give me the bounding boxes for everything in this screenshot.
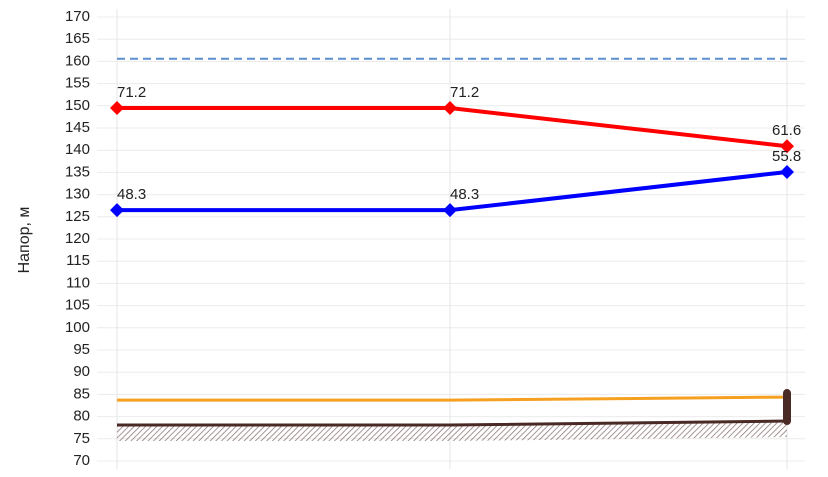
y-tick-label: 150	[65, 97, 90, 114]
y-tick-label: 130	[65, 186, 90, 203]
point-label: 55.8	[772, 148, 801, 165]
y-tick-label: 135	[65, 163, 90, 180]
y-tick-label: 95	[73, 341, 90, 358]
y-tick-label: 80	[73, 408, 90, 425]
series-line	[117, 395, 788, 402]
series-line	[117, 419, 788, 427]
point-marker	[110, 203, 124, 218]
y-tick-label: 155	[65, 75, 90, 92]
y-tick-label: 125	[65, 208, 90, 225]
point-marker	[780, 164, 794, 179]
y-tick-label: 115	[66, 252, 90, 269]
y-tick-label: 140	[65, 141, 90, 158]
point-label: 71.2	[450, 84, 479, 101]
point-marker	[443, 101, 457, 116]
y-tick-label: 110	[66, 274, 90, 291]
y-axis-title: Напор, м	[16, 207, 33, 274]
y-tick-label: 85	[73, 385, 90, 402]
y-tick-label: 160	[65, 52, 90, 69]
point-label: 48.3	[117, 186, 146, 203]
y-tick-label: 75	[73, 430, 90, 447]
point-label: 48.3	[450, 186, 479, 203]
y-tick-label: 105	[65, 297, 90, 314]
point-marker	[110, 101, 124, 116]
y-tick-label: 100	[65, 319, 90, 336]
series-line	[117, 106, 788, 149]
y-tick-label: 170	[65, 8, 90, 25]
y-tick-label: 120	[65, 230, 90, 247]
y-tick-label: 145	[65, 119, 90, 136]
point-label: 71.2	[117, 84, 146, 101]
y-tick-label: 165	[65, 30, 90, 47]
point-label: 61.6	[772, 122, 801, 139]
y-tick-label: 70	[73, 452, 90, 469]
y-tick-label: 90	[73, 363, 90, 380]
point-marker	[780, 139, 794, 154]
point-marker	[443, 203, 457, 218]
